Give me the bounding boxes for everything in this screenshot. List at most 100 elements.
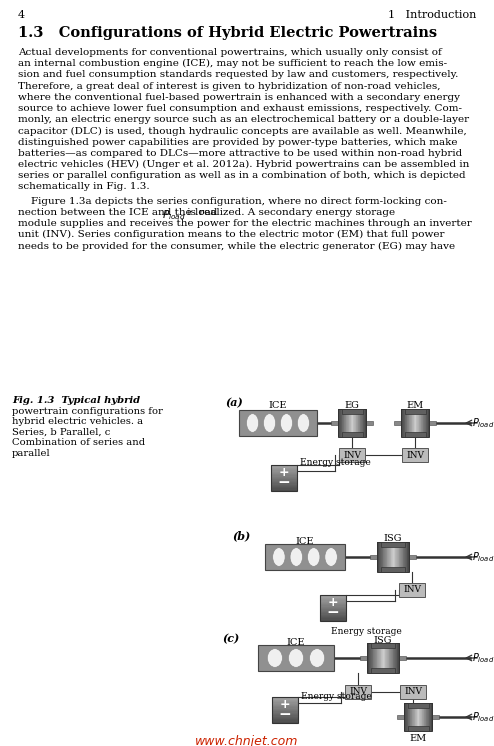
Bar xyxy=(272,718,298,721)
Bar xyxy=(414,409,415,437)
Bar xyxy=(348,409,349,437)
Bar xyxy=(401,409,402,437)
Bar xyxy=(341,432,363,437)
Text: Energy storage: Energy storage xyxy=(301,692,372,701)
Bar xyxy=(399,656,406,660)
Bar xyxy=(395,542,396,572)
Bar xyxy=(384,643,385,673)
Bar xyxy=(271,486,297,487)
Bar xyxy=(272,718,298,719)
Bar xyxy=(421,703,423,731)
Bar xyxy=(345,685,371,699)
Text: needs to be provided for the consumer, while the electric generator (EG) may hav: needs to be provided for the consumer, w… xyxy=(18,242,455,251)
Bar xyxy=(272,721,298,723)
Ellipse shape xyxy=(247,413,259,433)
Bar xyxy=(406,542,407,572)
Bar xyxy=(405,703,406,731)
Bar xyxy=(352,409,353,437)
Text: Energy storage: Energy storage xyxy=(331,627,402,636)
Bar xyxy=(379,643,380,673)
Text: −: − xyxy=(327,605,339,620)
Bar xyxy=(271,471,297,473)
Ellipse shape xyxy=(290,548,302,566)
Text: Therefore, a great deal of interest is given to hybridization of non-road vehicl: Therefore, a great deal of interest is g… xyxy=(18,81,441,90)
Bar xyxy=(342,409,343,437)
Text: INV: INV xyxy=(404,688,422,697)
Bar xyxy=(388,542,389,572)
Text: (a): (a) xyxy=(225,397,243,408)
Ellipse shape xyxy=(325,548,337,566)
Bar xyxy=(408,726,428,731)
Bar xyxy=(431,703,433,731)
Bar xyxy=(345,409,346,437)
Bar xyxy=(400,542,401,572)
Bar xyxy=(416,703,418,731)
Text: $P_{load}$: $P_{load}$ xyxy=(472,710,494,724)
Bar xyxy=(428,409,429,437)
Bar xyxy=(413,409,414,437)
Bar xyxy=(272,712,298,714)
Bar xyxy=(420,409,421,437)
Bar xyxy=(389,643,390,673)
Bar xyxy=(390,542,391,572)
Text: schematically in Fig. 1.3.: schematically in Fig. 1.3. xyxy=(18,183,150,192)
Bar xyxy=(403,409,404,437)
Text: nection between the ICE and the load: nection between the ICE and the load xyxy=(18,208,221,217)
Bar xyxy=(405,409,406,437)
Bar xyxy=(385,542,386,572)
Bar xyxy=(387,542,389,572)
Bar xyxy=(422,409,423,437)
Bar xyxy=(386,643,387,673)
Bar xyxy=(320,595,346,596)
Bar xyxy=(417,703,418,731)
Bar xyxy=(396,542,398,572)
Bar xyxy=(369,643,370,673)
Text: where the conventional fuel-based powertrain is enhanced with a secondary energy: where the conventional fuel-based powert… xyxy=(18,93,460,101)
Bar xyxy=(380,643,382,673)
Bar xyxy=(320,597,346,599)
Bar xyxy=(272,707,298,709)
Bar xyxy=(372,643,374,673)
Bar xyxy=(271,468,297,470)
Bar xyxy=(320,602,346,604)
Bar xyxy=(363,409,365,437)
Text: series or parallel configuration as well as in a combination of both, which is d: series or parallel configuration as well… xyxy=(18,171,466,181)
Bar xyxy=(373,643,375,673)
Bar xyxy=(427,409,428,437)
Text: 1   Introduction: 1 Introduction xyxy=(388,10,476,20)
Bar xyxy=(405,432,425,437)
Bar xyxy=(402,448,428,462)
Bar xyxy=(419,409,420,437)
Text: (c): (c) xyxy=(222,633,239,644)
Bar xyxy=(320,609,346,610)
Bar xyxy=(320,606,346,608)
Bar xyxy=(422,703,423,731)
Bar xyxy=(430,703,431,731)
Text: parallel: parallel xyxy=(12,448,50,457)
Text: ISG: ISG xyxy=(384,534,402,543)
Bar xyxy=(320,618,346,620)
Bar xyxy=(387,542,388,572)
Bar xyxy=(412,703,413,731)
Bar xyxy=(320,601,346,603)
Bar xyxy=(356,409,357,437)
Text: +: + xyxy=(328,596,338,609)
Bar xyxy=(388,643,389,673)
Bar xyxy=(320,617,346,618)
Bar xyxy=(341,409,342,437)
Bar xyxy=(381,643,383,673)
Text: an internal combustion engine (ICE), may not be sufficient to reach the low emis: an internal combustion engine (ICE), may… xyxy=(18,59,447,69)
Ellipse shape xyxy=(288,648,304,668)
Bar xyxy=(320,604,346,606)
Bar xyxy=(418,703,419,731)
Bar xyxy=(346,409,348,437)
Bar xyxy=(371,668,395,673)
Bar xyxy=(420,409,422,437)
Bar xyxy=(394,542,395,572)
Bar xyxy=(421,703,422,731)
Text: batteries—as compared to DLCs—more attractive to be used within non-road hybrid: batteries—as compared to DLCs—more attra… xyxy=(18,148,462,158)
Bar xyxy=(258,645,334,671)
Bar xyxy=(339,409,340,437)
Bar xyxy=(272,716,298,718)
Bar xyxy=(394,643,396,673)
